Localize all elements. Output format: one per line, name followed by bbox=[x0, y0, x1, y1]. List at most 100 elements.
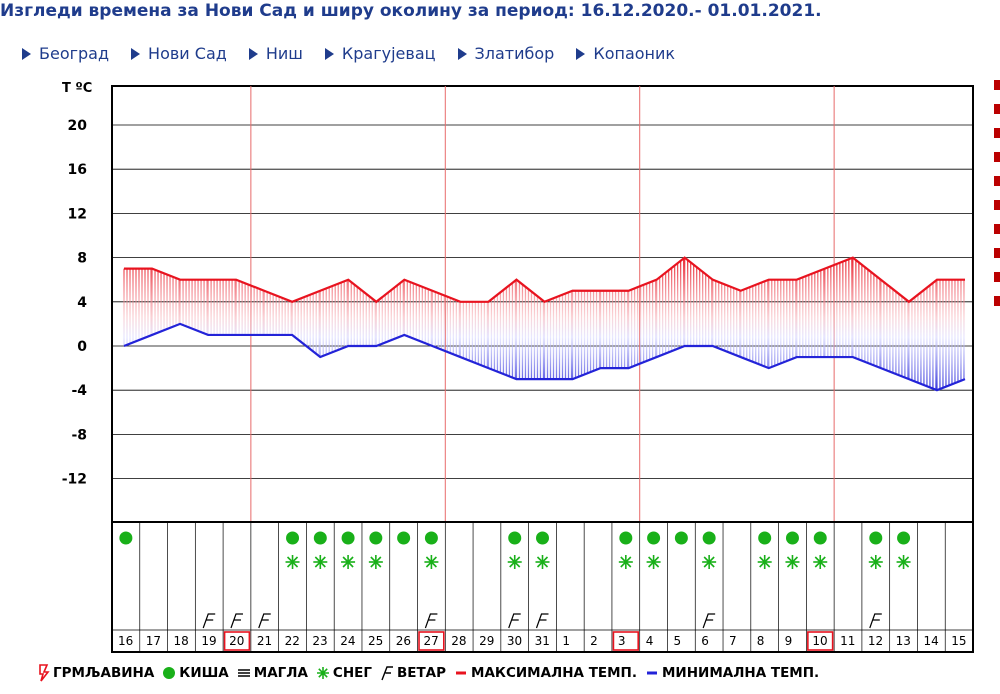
rain-icon bbox=[286, 531, 300, 545]
rain-icon bbox=[313, 531, 327, 545]
y-tick-label: -4 bbox=[71, 383, 87, 399]
city-link-nis[interactable]: Ниш bbox=[248, 44, 303, 63]
day-label: 31 bbox=[535, 634, 550, 648]
day-label: 27 bbox=[424, 634, 439, 648]
y-tick-label: -8 bbox=[71, 427, 87, 443]
snowflake-icon bbox=[368, 555, 383, 569]
snowflake-icon bbox=[702, 555, 717, 569]
rain-icon bbox=[619, 531, 633, 545]
page-title: Изгледи времена за Нови Сад и ширу околи… bbox=[0, 1, 822, 21]
side-text-cutoff bbox=[994, 80, 1000, 340]
day-label: 14 bbox=[923, 634, 938, 648]
snowflake-icon bbox=[316, 667, 329, 679]
snowflake-icon bbox=[757, 555, 772, 569]
wind-icon bbox=[869, 613, 882, 629]
city-link-belgrade[interactable]: Београд bbox=[22, 44, 109, 63]
arrow-right-icon bbox=[324, 47, 334, 60]
day-label: 29 bbox=[479, 634, 494, 648]
day-label: 3 bbox=[618, 634, 626, 648]
day-label: 28 bbox=[451, 634, 466, 648]
day-label: 21 bbox=[257, 634, 272, 648]
day-label: 15 bbox=[951, 634, 966, 648]
rain-icon bbox=[369, 531, 383, 545]
day-label: 18 bbox=[174, 634, 189, 648]
day-label: 9 bbox=[785, 634, 793, 648]
max-temp-line-icon bbox=[456, 671, 467, 675]
day-label: 4 bbox=[646, 634, 654, 648]
highlighted-day-box bbox=[418, 631, 445, 651]
wind-icon bbox=[381, 666, 393, 681]
day-label: 23 bbox=[312, 634, 327, 648]
snowflake-icon bbox=[896, 555, 911, 569]
legend-min-temp: МИНИМАЛНА ТЕМП. bbox=[645, 665, 819, 681]
legend-fog: МАГЛА bbox=[237, 665, 308, 681]
snowflake-icon bbox=[618, 555, 633, 569]
legend-thunder: ГРМЉАВИНА bbox=[38, 664, 154, 682]
day-label: 2 bbox=[590, 634, 598, 648]
y-axis-label: T ºC bbox=[62, 81, 92, 96]
day-label: 7 bbox=[729, 634, 737, 648]
day-label: 8 bbox=[757, 634, 765, 648]
rain-icon bbox=[813, 531, 827, 545]
day-label: 22 bbox=[285, 634, 300, 648]
city-link-novi-sad[interactable]: Нови Сад bbox=[131, 44, 227, 63]
snowflake-icon bbox=[535, 555, 550, 569]
day-label: 10 bbox=[812, 634, 827, 648]
arrow-right-icon bbox=[576, 47, 586, 60]
snowflake-icon bbox=[424, 555, 439, 569]
fog-icon bbox=[237, 669, 250, 677]
day-label: 20 bbox=[229, 634, 244, 648]
rain-icon bbox=[424, 531, 438, 545]
snowflake-icon bbox=[785, 555, 800, 569]
arrow-right-icon bbox=[248, 47, 258, 60]
rain-icon bbox=[508, 531, 522, 545]
arrow-right-icon bbox=[457, 47, 467, 60]
temperature-band bbox=[123, 257, 965, 391]
rain-icon bbox=[647, 531, 661, 545]
wind-icon bbox=[202, 613, 216, 629]
highlighted-day-box bbox=[612, 631, 640, 651]
rain-icon bbox=[119, 531, 133, 545]
day-label: 6 bbox=[701, 634, 709, 648]
day-label: 17 bbox=[146, 634, 161, 648]
rain-icon bbox=[397, 531, 411, 545]
min-temp-line-icon bbox=[647, 671, 657, 675]
snowflake-icon bbox=[646, 555, 661, 569]
y-tick-label: -12 bbox=[62, 472, 87, 488]
city-link-kopaonik[interactable]: Копаоник bbox=[576, 44, 675, 63]
arrow-right-icon bbox=[22, 47, 31, 60]
arrow-right-icon bbox=[131, 47, 141, 60]
y-tick-label: 4 bbox=[77, 295, 87, 311]
rain-icon bbox=[897, 531, 911, 545]
rain-icon bbox=[163, 667, 176, 679]
legend-rain: КИША bbox=[162, 665, 229, 681]
legend-max-temp: МАКСИМАЛНА ТЕМП. bbox=[454, 665, 637, 681]
rain-icon bbox=[702, 531, 716, 545]
highlighted-day-box bbox=[807, 631, 834, 651]
day-label: 5 bbox=[673, 634, 681, 648]
city-nav: Београд Нови Сад Ниш Крагујевац Златибор… bbox=[22, 44, 675, 63]
y-tick-label: 12 bbox=[68, 206, 87, 222]
day-label: 16 bbox=[118, 634, 133, 648]
snowflake-icon bbox=[868, 555, 883, 569]
city-link-zlatibor[interactable]: Златибор bbox=[457, 44, 554, 63]
y-tick-label: 8 bbox=[77, 251, 87, 267]
wind-icon bbox=[702, 613, 716, 629]
city-link-kragujevac[interactable]: Крагујевац bbox=[324, 44, 436, 63]
y-tick-label: 0 bbox=[77, 339, 87, 355]
y-tick-label: 16 bbox=[68, 162, 87, 178]
legend: ГРМЉАВИНА КИША МАГЛА СНЕГ ВЕТАР МАКСИМАЛ… bbox=[38, 664, 819, 682]
day-label: 11 bbox=[840, 634, 855, 648]
plot-area bbox=[111, 85, 974, 523]
wind-icon bbox=[535, 613, 549, 629]
day-label: 30 bbox=[507, 634, 522, 648]
snowflake-icon bbox=[313, 555, 328, 569]
rain-icon bbox=[674, 531, 688, 545]
thunder-icon bbox=[39, 664, 50, 682]
y-tick-label: 20 bbox=[68, 118, 88, 134]
wind-icon bbox=[230, 613, 243, 629]
rain-icon bbox=[758, 531, 772, 545]
wind-icon bbox=[508, 613, 521, 629]
rain-icon bbox=[869, 531, 883, 545]
highlighted-day-box bbox=[223, 631, 251, 651]
